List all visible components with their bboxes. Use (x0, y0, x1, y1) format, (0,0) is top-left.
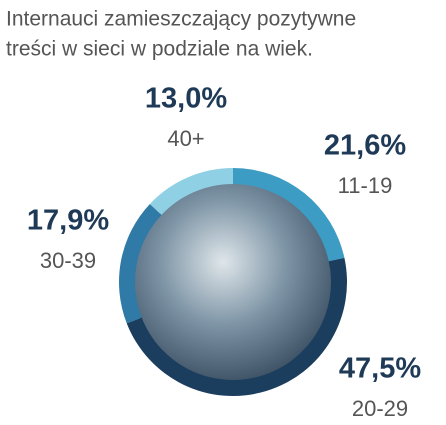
value-label: 13,0% (145, 83, 227, 115)
photo (133, 182, 333, 382)
category-label: 30-39 (40, 248, 96, 273)
pie-segment (126, 257, 348, 397)
category-label: 11-19 (338, 173, 393, 198)
value-label: 17,9% (27, 205, 109, 237)
pie-segment (149, 168, 233, 215)
chart-title: treści w sieci w podziale na wiek. (6, 38, 313, 61)
value-label: 47,5% (339, 353, 421, 385)
category-label: 40+ (167, 126, 204, 151)
pie-segment (233, 168, 345, 262)
pie-segment (118, 203, 162, 324)
category-label: 20-29 (352, 396, 408, 421)
value-label: 21,6% (324, 130, 406, 162)
chart-title: Internauci zamieszczający pozytywne (6, 8, 356, 31)
